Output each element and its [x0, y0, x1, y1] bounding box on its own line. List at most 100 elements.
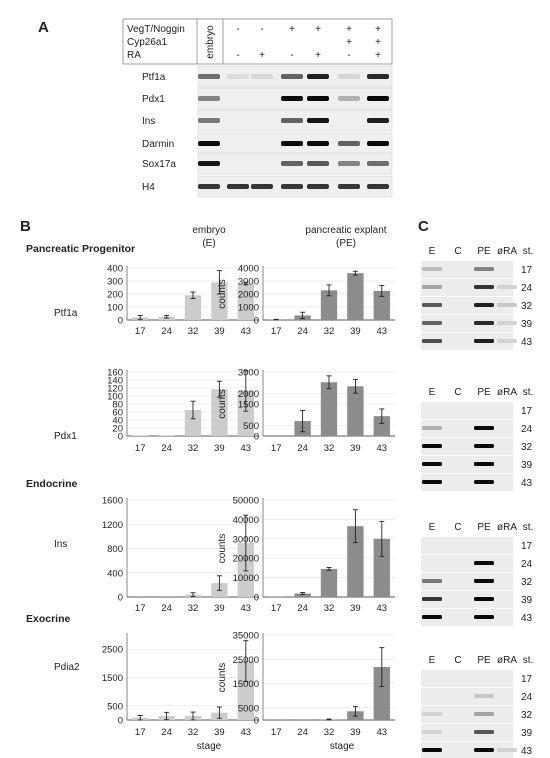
gel-band — [281, 161, 303, 166]
condition-table-frame — [122, 18, 393, 65]
gel-strip — [421, 609, 513, 626]
gel-lane-header: E — [429, 246, 436, 257]
gel-band — [338, 141, 360, 146]
stage-label: 39 — [521, 460, 533, 471]
rt-pcr-gel: E C PE øRA st. 17 24 32 39 43 — [421, 655, 533, 758]
y-tick-label: 1000 — [238, 303, 259, 314]
gel-band — [338, 161, 360, 166]
y-tick-label: 2500 — [102, 645, 123, 656]
x-tick-label: 24 — [161, 727, 172, 738]
y-tick-label: 30000 — [233, 534, 259, 545]
rt-pcr-gel: E C PE øRA st. 17 24 32 39 43 — [421, 246, 533, 350]
gel-band — [474, 303, 494, 307]
gel-band — [474, 712, 494, 716]
x-tick-label: 24 — [297, 443, 308, 454]
bar — [184, 295, 202, 320]
gel-lane-header: PE — [477, 655, 491, 666]
condition-value: + — [375, 24, 381, 35]
bar-chart: 0 400 800 1200 1600 17 24 32 39 43 — [102, 496, 259, 614]
y-tick-label: 35000 — [233, 631, 259, 642]
x-tick-label: 43 — [241, 443, 252, 454]
gel-band — [281, 74, 303, 79]
x-tick-label: 39 — [214, 326, 225, 337]
x-tick-label: 17 — [271, 603, 282, 614]
y-tick-label: 1200 — [102, 520, 123, 531]
y-tick-label: 15000 — [233, 679, 259, 690]
gel-strip — [421, 261, 513, 278]
x-tick-label: 43 — [241, 326, 252, 337]
x-tick-label: 39 — [350, 443, 361, 454]
gel-band — [474, 597, 494, 601]
y-tick-label: 80 — [112, 400, 123, 411]
gel-band — [281, 184, 303, 189]
x-tick-label: 24 — [161, 603, 172, 614]
gel-lane-header: PE — [477, 246, 491, 257]
y-tick-label: 100 — [107, 392, 123, 403]
stage-label: 17 — [521, 674, 533, 685]
gel-lane-header: øRA — [497, 387, 517, 398]
gel-band — [422, 462, 442, 466]
x-tick-label: 43 — [241, 727, 252, 738]
condition-value: + — [315, 50, 321, 61]
bar — [320, 568, 338, 597]
gel-band — [422, 712, 442, 716]
gel-band — [198, 118, 220, 123]
condition-value: - — [290, 50, 293, 61]
gel-band — [198, 184, 220, 189]
bar — [373, 416, 390, 436]
gel-band — [198, 96, 220, 101]
y-axis-label: counts — [217, 534, 228, 563]
gel-band — [497, 321, 517, 325]
y-tick-label: 40 — [112, 416, 123, 427]
gel-strip — [421, 537, 513, 554]
stage-label: 39 — [521, 728, 533, 739]
x-tick-label: 17 — [271, 326, 282, 337]
column-title-pe-line2: (PE) — [336, 238, 356, 249]
x-axis-label-pe: stage — [330, 741, 355, 752]
bar — [373, 667, 390, 720]
x-tick-label: 43 — [377, 326, 388, 337]
gel-band — [422, 267, 442, 271]
gel-lane-header: C — [454, 246, 461, 257]
gel-strip — [421, 742, 513, 758]
gel-lane-header: C — [454, 387, 461, 398]
gel-strip — [421, 706, 513, 723]
bar — [237, 283, 254, 320]
x-tick-label: 32 — [188, 443, 199, 454]
y-tick-label: 1500 — [102, 673, 123, 684]
x-tick-label: 17 — [135, 603, 146, 614]
x-tick-label: 39 — [214, 603, 225, 614]
condition-value: - — [236, 24, 239, 35]
y-tick-label: 5000 — [238, 703, 259, 714]
stage-label: 24 — [521, 692, 533, 703]
x-tick-label: 17 — [135, 326, 146, 337]
stage-label: 17 — [521, 406, 533, 417]
x-tick-label: 24 — [161, 326, 172, 337]
gel-band — [307, 184, 329, 189]
x-tick-label: 32 — [188, 326, 199, 337]
rt-pcr-gel: E C PE øRA st. 17 24 32 39 43 — [421, 522, 533, 626]
stage-label: 17 — [521, 541, 533, 552]
gel-band — [474, 339, 494, 343]
gel-lane-header: E — [429, 655, 436, 666]
gel-lane-header: st. — [523, 522, 534, 533]
embryo-lane-label: embryo — [205, 25, 216, 59]
stage-label: 32 — [521, 442, 533, 453]
condition-name: RA — [127, 50, 141, 61]
gel-band — [474, 462, 494, 466]
gel-band — [474, 748, 494, 752]
bar — [211, 389, 228, 436]
gel-strip — [421, 315, 513, 332]
y-tick-label: 2000 — [238, 290, 259, 301]
gene-label-ptf1a: Ptf1a — [54, 308, 78, 319]
x-tick-label: 43 — [377, 603, 388, 614]
x-tick-label: 43 — [377, 727, 388, 738]
gel-lane-header: st. — [523, 655, 534, 666]
gel-lane-header: øRA — [497, 655, 517, 666]
panel-a-condition-table: VegT/Noggin - - + + + + Cyp26a1 + + RA - + - + - + embryo — [122, 18, 393, 65]
condition-value: + — [315, 24, 321, 35]
condition-name: Cyp26a1 — [127, 37, 167, 48]
y-tick-label: 1600 — [102, 496, 123, 507]
